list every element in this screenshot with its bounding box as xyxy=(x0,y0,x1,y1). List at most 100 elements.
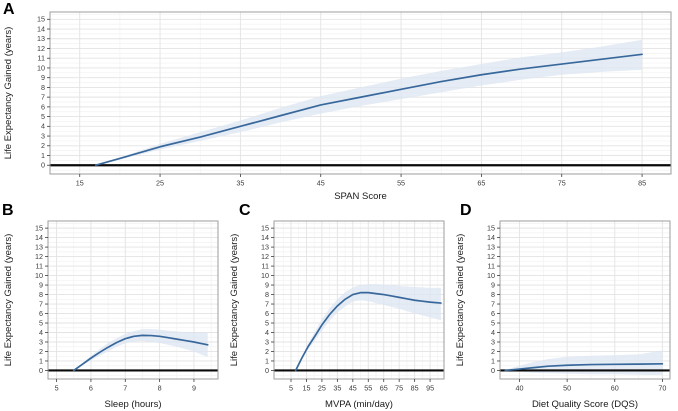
x-tick-label: 25 xyxy=(156,179,164,188)
panel-b: B 5 6 7 8 9 0 1 2 3 4 5 6 7 8 9 10 11 12 13 14 15 Sleep (hour… xyxy=(0,203,226,411)
panel-border xyxy=(49,11,672,175)
y-tick-label: 10 xyxy=(261,271,269,280)
x-tick-label: 95 xyxy=(426,384,434,393)
x-tick-label: 65 xyxy=(477,179,485,188)
y-tick-label: 13 xyxy=(261,242,269,251)
y-tick-label: 4 xyxy=(491,328,495,337)
x-tick-label: 85 xyxy=(411,384,419,393)
y-tick-label: 8 xyxy=(39,290,43,299)
y-tick-label: 4 xyxy=(265,328,269,337)
y-tick-label: 2 xyxy=(39,347,43,356)
panel-border xyxy=(47,220,219,380)
y-tick-label: 7 xyxy=(41,93,45,102)
y-axis-title: Life Expectancy Gained (years) xyxy=(3,27,14,160)
figure-bottom-row: B 5 6 7 8 9 0 1 2 3 4 5 6 7 8 9 10 11 12 13 14 15 Sleep (hour… xyxy=(0,203,678,411)
trend-line xyxy=(504,362,664,372)
x-tick-label: 5 xyxy=(289,384,293,393)
y-axis-title: Life Expectancy Gained (years) xyxy=(3,234,14,367)
x-axis-title: Sleep (hours) xyxy=(104,399,161,410)
y-tick-label: 10 xyxy=(35,271,43,280)
panel-b-label: B xyxy=(2,202,14,219)
chart-mvpa: 5 15 25 35 45 55 65 75 85 95012345678910111213141… xyxy=(229,220,445,410)
x-axis-title: Diet Quality Score (DQS) xyxy=(532,399,638,410)
y-tick-label: 9 xyxy=(491,280,495,289)
y-tick-label: 11 xyxy=(488,261,495,270)
panel-a-label: A xyxy=(3,1,15,18)
y-tick-label: 8 xyxy=(265,290,269,299)
figure-top-row: A 15 25 35 45 55 65 75 85 0 1 2 3 4 5 6 7 8 9 10 11 12 13 14 15… xyxy=(0,0,678,203)
y-tick-label: 15 xyxy=(487,224,495,233)
y-tick-label: 14 xyxy=(35,233,43,242)
y-tick-label: 5 xyxy=(41,112,45,121)
y-tick-label: 1 xyxy=(39,356,43,365)
y-axis-title: Life Expectancy Gained (years) xyxy=(229,234,240,367)
confidence-band xyxy=(505,350,663,376)
panel-c-label: C xyxy=(239,202,251,219)
y-tick-label: 15 xyxy=(37,15,45,24)
y-tick-label: 3 xyxy=(39,337,43,346)
y-tick-label: 3 xyxy=(491,337,495,346)
y-tick-label: 1 xyxy=(41,151,45,160)
y-tick-label: 6 xyxy=(491,309,495,318)
x-tick-label: 6 xyxy=(89,384,93,393)
panel-d: D 40 50 60 70 0 1 2 3 4 5 6 7 8 9 10 11 12 13 14 15 Diet Qua… xyxy=(452,203,678,411)
trend-line xyxy=(294,291,442,372)
y-tick-label: 7 xyxy=(265,299,269,308)
y-tick-label: 6 xyxy=(41,102,45,111)
x-tick-label: 35 xyxy=(333,384,341,393)
x-tick-label: 75 xyxy=(558,179,566,188)
chart-span-score: 15 25 35 45 55 65 75 850123456789101112131415SP… xyxy=(3,11,672,202)
x-tick-label: 5 xyxy=(55,384,59,393)
y-tick-label: 12 xyxy=(261,252,269,261)
x-tick-label: 60 xyxy=(611,384,619,393)
x-tick-label: 55 xyxy=(397,179,405,188)
y-tick-label: 3 xyxy=(265,337,269,346)
y-tick-label: 5 xyxy=(265,318,269,327)
x-axis-title: MVPA (min/day) xyxy=(325,399,393,410)
y-tick-label: 0 xyxy=(41,161,45,170)
y-tick-label: 0 xyxy=(39,366,43,375)
x-tick-label: 40 xyxy=(516,384,524,393)
y-tick-label: 12 xyxy=(35,252,43,261)
y-tick-label: 0 xyxy=(491,366,495,375)
y-tick-label: 9 xyxy=(265,280,269,289)
y-tick-label: 9 xyxy=(41,73,45,82)
y-tick-label: 5 xyxy=(39,318,43,327)
y-tick-label: 11 xyxy=(262,261,269,270)
y-tick-label: 13 xyxy=(37,34,45,43)
y-tick-label: 2 xyxy=(41,141,45,150)
y-tick-label: 8 xyxy=(491,290,495,299)
panel-c: C 5 15 25 35 45 55 65 75 85 95 0 1 2 3 4 5 6 7 8 9 10 11 12 13 1… xyxy=(226,203,452,411)
plot-layer xyxy=(500,350,670,376)
y-tick-label: 10 xyxy=(37,63,45,72)
x-tick-label: 70 xyxy=(658,384,666,393)
x-tick-label: 75 xyxy=(395,384,403,393)
y-tick-label: 13 xyxy=(35,242,43,251)
x-tick-label: 50 xyxy=(563,384,571,393)
x-tick-label: 9 xyxy=(192,384,196,393)
trend-line xyxy=(94,53,643,167)
x-tick-label: 25 xyxy=(318,384,326,393)
y-tick-label: 10 xyxy=(487,271,495,280)
plot-layer xyxy=(274,284,444,372)
y-tick-label: 6 xyxy=(265,309,269,318)
y-tick-label: 1 xyxy=(265,356,269,365)
y-tick-label: 11 xyxy=(38,54,45,63)
x-tick-label: 7 xyxy=(123,384,127,393)
y-tick-label: 5 xyxy=(491,318,495,327)
y-tick-label: 8 xyxy=(41,83,45,92)
x-tick-label: 8 xyxy=(158,384,162,393)
panel-d-label: D xyxy=(460,202,472,219)
y-tick-label: 3 xyxy=(41,131,45,140)
x-tick-label: 85 xyxy=(638,179,646,188)
x-tick-label: 35 xyxy=(236,179,244,188)
y-tick-label: 2 xyxy=(265,347,269,356)
y-tick-label: 7 xyxy=(491,299,495,308)
x-tick-label: 55 xyxy=(364,384,372,393)
y-tick-label: 7 xyxy=(39,299,43,308)
panel-a: A 15 25 35 45 55 65 75 85 0 1 2 3 4 5 6 7 8 9 10 11 12 13 14 15… xyxy=(0,0,678,203)
y-tick-label: 4 xyxy=(39,328,43,337)
y-tick-label: 6 xyxy=(39,309,43,318)
